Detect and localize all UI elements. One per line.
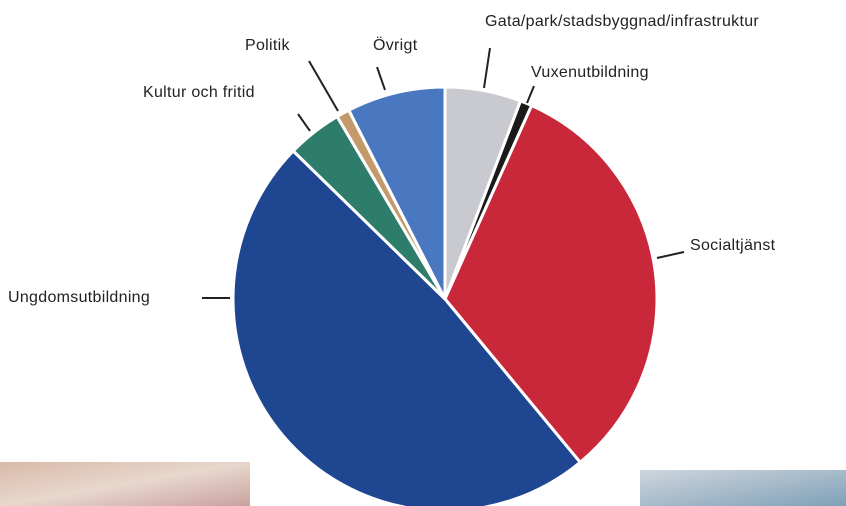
photo-strip <box>0 462 250 506</box>
leader-line <box>483 47 491 89</box>
photo-strip <box>640 470 846 506</box>
pie-slice <box>443 103 659 465</box>
slice-label: Vuxenutbildning <box>531 64 649 81</box>
leader-line <box>308 60 339 112</box>
pie-slice <box>231 148 583 506</box>
slice-label: Politik <box>245 37 290 54</box>
leader-line <box>656 251 685 259</box>
leader-line <box>297 113 311 132</box>
slice-label: Gata/park/stadsbyggnad/infrastruktur <box>485 13 759 30</box>
slice-label: Socialtjänst <box>690 237 776 254</box>
slice-label: Kultur och fritid <box>143 84 255 101</box>
pie <box>231 85 659 506</box>
pie-slice <box>346 85 447 300</box>
slice-label: Övrigt <box>373 36 418 54</box>
slice-label: Ungdomsutbildning <box>8 289 150 306</box>
leader-line <box>376 66 386 91</box>
leader-line <box>526 85 535 104</box>
